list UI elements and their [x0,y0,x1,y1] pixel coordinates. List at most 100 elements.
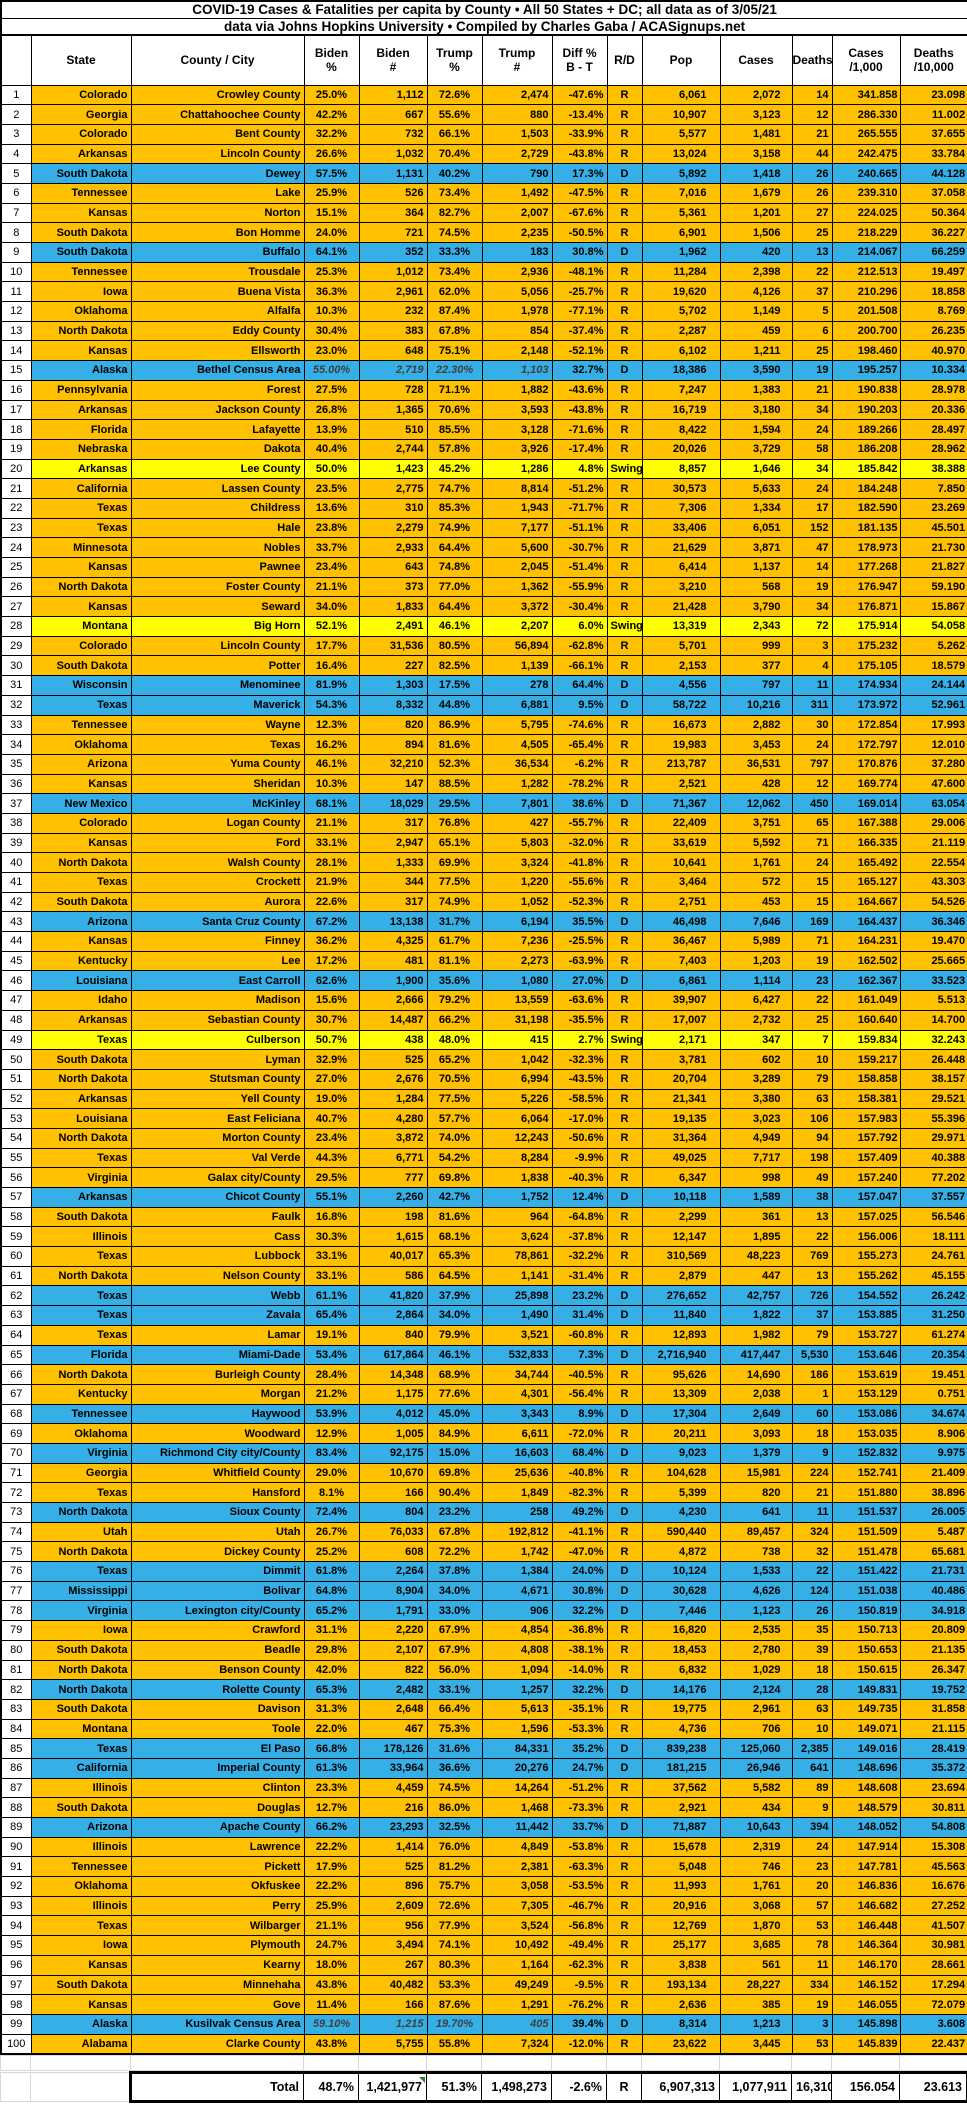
trump-pct-cell[interactable]: 79.9% [426,1324,483,1346]
row-number[interactable]: 22 [0,497,32,519]
biden-pct-cell[interactable]: 64.8% [303,1580,360,1602]
state-cell[interactable]: Illinois [30,1226,132,1248]
county-cell[interactable]: Sebastian County [130,1009,305,1031]
total-label[interactable]: Total [129,2070,304,2103]
population-cell[interactable]: 18,386 [641,360,721,381]
biden-votes-cell[interactable]: 352 [358,242,428,263]
cases-per-1000-cell[interactable]: 150.819 [831,1600,901,1622]
row-number[interactable]: 19 [0,438,32,460]
deaths-per-10000-cell[interactable]: 63.054 [899,793,967,814]
biden-pct-cell[interactable]: 10.3% [303,301,360,322]
biden-pct-cell[interactable]: 30.3% [303,1226,360,1248]
county-cell[interactable]: Big Horn [130,616,305,637]
cases-per-1000-cell[interactable]: 156.006 [831,1226,901,1248]
cases-cell[interactable]: 428 [719,773,793,795]
county-cell[interactable]: Yuma County [130,753,305,775]
population-cell[interactable]: 2,299 [641,1206,721,1228]
trump-votes-cell[interactable]: 7,177 [481,517,553,539]
cases-per-1000-cell[interactable]: 181.135 [831,517,901,539]
party-cell[interactable]: D [606,242,643,263]
party-cell[interactable]: R [606,1639,643,1661]
party-cell[interactable]: D [606,360,643,381]
deaths-cell[interactable]: 10 [791,1049,833,1070]
cases-per-1000-cell[interactable]: 146.055 [831,1994,901,2015]
trump-pct-cell[interactable]: 66.1% [426,123,483,145]
trump-votes-cell[interactable]: 880 [481,104,553,125]
cases-cell[interactable]: 4,949 [719,1127,793,1149]
biden-votes-cell[interactable]: 13,138 [358,911,428,933]
biden-pct-cell[interactable]: 44.3% [303,1147,360,1169]
biden-pct-cell[interactable]: 22.0% [303,1718,360,1740]
deaths-per-10000-cell[interactable]: 19.497 [899,261,967,283]
trump-pct-cell[interactable]: 57.7% [426,1108,483,1129]
row-number[interactable]: 93 [0,1895,32,1917]
trump-votes-cell[interactable]: 3,128 [481,419,553,440]
cases-per-1000-cell[interactable]: 146.152 [831,1974,901,1996]
trump-votes-cell[interactable]: 34,744 [481,1364,553,1385]
biden-votes-cell[interactable]: 4,280 [358,1108,428,1129]
cases-per-1000-cell[interactable]: 265.555 [831,123,901,145]
biden-votes-cell[interactable]: 2,933 [358,537,428,558]
deaths-cell[interactable]: 28 [791,1679,833,1700]
biden-votes-cell[interactable]: 2,744 [358,438,428,460]
state-cell[interactable]: Texas [30,1305,132,1326]
trump-pct-cell[interactable]: 74.5% [426,222,483,243]
cases-per-1000-cell[interactable]: 242.475 [831,143,901,165]
deaths-per-10000-cell[interactable]: 54.526 [899,891,967,913]
biden-votes-cell[interactable]: 4,459 [358,1777,428,1799]
cases-per-1000-cell[interactable]: 153.035 [831,1423,901,1444]
diff-pct-cell[interactable]: -71.7% [551,497,608,519]
state-cell[interactable]: Arkansas [30,458,132,480]
biden-pct-cell[interactable]: 61.1% [303,1285,360,1307]
diff-pct-cell[interactable]: -13.4% [551,104,608,125]
row-number[interactable]: 94 [0,1915,32,1937]
county-cell[interactable]: Kusilvak Census Area [130,2013,305,2035]
population-cell[interactable]: 8,422 [641,419,721,440]
deaths-cell[interactable]: 22 [791,261,833,283]
row-number[interactable]: 15 [0,360,32,381]
row-number[interactable]: 85 [0,1738,32,1759]
party-cell[interactable]: R [606,438,643,460]
county-cell[interactable]: Galax city/County [130,1167,305,1188]
county-cell[interactable]: Sioux County [130,1502,305,1523]
trump-pct-cell[interactable]: 90.4% [426,1482,483,1503]
trump-votes-cell[interactable]: 3,926 [481,438,553,460]
trump-votes-cell[interactable]: 1,220 [481,872,553,893]
trump-votes-cell[interactable]: 1,080 [481,970,553,992]
cases-per-1000-cell[interactable]: 146.364 [831,1935,901,1956]
trump-votes-cell[interactable]: 183 [481,242,553,263]
trump-pct-cell[interactable]: 75.7% [426,1876,483,1897]
population-cell[interactable]: 8,314 [641,2013,721,2035]
trump-votes-cell[interactable]: 6,881 [481,694,553,716]
biden-pct-cell[interactable]: 19.0% [303,1088,360,1110]
biden-votes-cell[interactable]: 438 [358,1029,428,1051]
deaths-per-10000-cell[interactable]: 52.961 [899,694,967,716]
deaths-per-10000-cell[interactable]: 0.751 [899,1383,967,1405]
trump-votes-cell[interactable]: 78,861 [481,1246,553,1267]
state-cell[interactable]: North Dakota [30,1502,132,1523]
cases-cell[interactable]: 347 [719,1029,793,1051]
row-number[interactable]: 6 [0,182,32,204]
diff-pct-cell[interactable]: -51.2% [551,478,608,499]
biden-pct-cell[interactable]: 11.4% [303,1994,360,2015]
trump-pct-cell[interactable]: 45.2% [426,458,483,480]
state-cell[interactable]: Arizona [30,753,132,775]
trump-votes-cell[interactable]: 7,801 [481,793,553,814]
biden-votes-cell[interactable]: 2,676 [358,1068,428,1090]
trump-pct-cell[interactable]: 87.6% [426,1994,483,2015]
row-number[interactable]: 37 [0,793,32,814]
trump-votes-cell[interactable]: 5,803 [481,832,553,854]
deaths-per-10000-cell[interactable]: 19.470 [899,931,967,952]
population-cell[interactable]: 11,284 [641,261,721,283]
trump-votes-cell[interactable]: 25,898 [481,1285,553,1307]
cases-per-1000-cell[interactable]: 158.381 [831,1088,901,1110]
cases-cell[interactable]: 3,751 [719,812,793,834]
deaths-per-10000-cell[interactable]: 16.676 [899,1876,967,1897]
deaths-per-10000-cell[interactable]: 30.811 [899,1797,967,1818]
row-number[interactable]: 72 [0,1482,32,1503]
party-cell[interactable]: R [606,1265,643,1287]
county-cell[interactable]: Aurora [130,891,305,913]
biden-pct-cell[interactable]: 17.9% [303,1856,360,1878]
party-cell[interactable]: R [606,635,643,657]
state-cell[interactable]: Texas [30,497,132,519]
